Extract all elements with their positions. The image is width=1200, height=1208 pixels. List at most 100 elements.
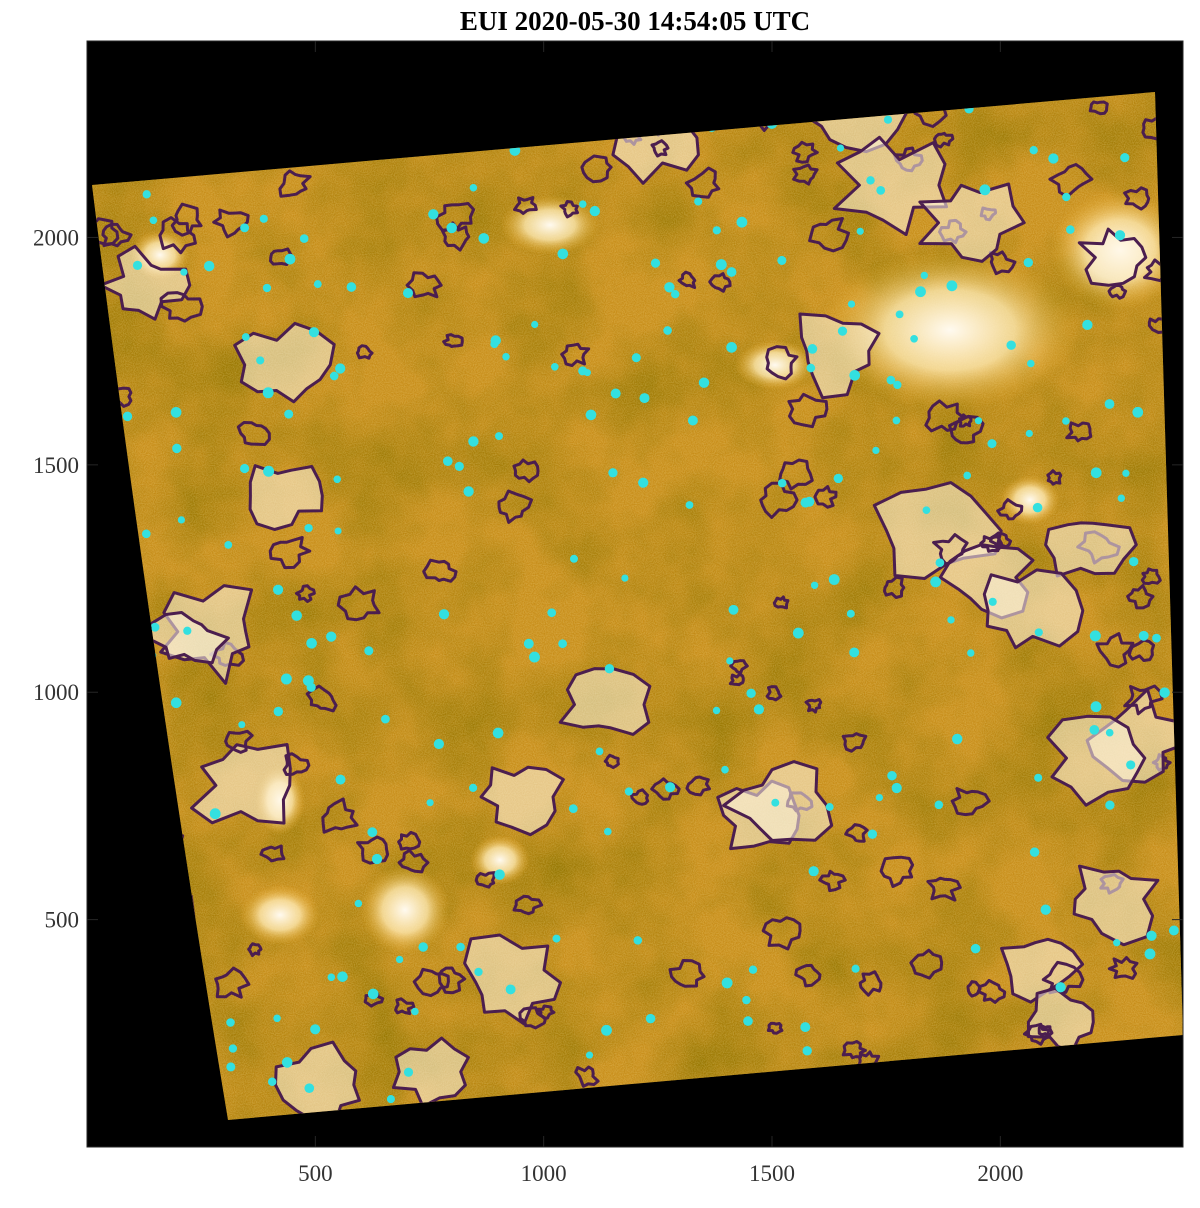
dot [256, 356, 265, 365]
dot [1027, 359, 1035, 368]
dot [887, 770, 897, 781]
dot [177, 516, 186, 524]
contour [787, 392, 829, 429]
dot [579, 200, 587, 208]
dot [698, 377, 710, 388]
dot [583, 369, 591, 377]
dot [426, 799, 434, 807]
dot [1152, 633, 1161, 643]
solar-image [92, 92, 1183, 1120]
dot [1138, 630, 1149, 641]
dot [334, 527, 342, 535]
contour [765, 685, 783, 702]
contour [759, 481, 799, 519]
contour [791, 140, 819, 164]
dot [728, 604, 739, 615]
contour [668, 959, 706, 988]
contour [397, 830, 422, 851]
dot [495, 432, 503, 441]
dot [807, 344, 818, 354]
contour [391, 1036, 470, 1108]
dot [631, 353, 641, 363]
dot [726, 657, 734, 665]
dot [313, 280, 322, 289]
contour [236, 421, 271, 446]
dot [633, 936, 643, 945]
contour [794, 963, 822, 988]
dot [792, 627, 804, 639]
contour [1123, 186, 1151, 211]
dot [946, 280, 958, 292]
contour [844, 823, 869, 843]
contour [92, 217, 120, 246]
y-tick-label: 1500 [33, 453, 79, 478]
dot [892, 416, 901, 425]
contour [772, 595, 790, 610]
contour [1048, 163, 1094, 199]
dot [987, 439, 997, 449]
y-tick-label: 1000 [33, 680, 79, 705]
dot [371, 853, 383, 865]
dot [326, 631, 337, 642]
contour [1044, 521, 1138, 578]
dot [974, 417, 983, 425]
dot [1159, 687, 1170, 698]
dot [1006, 340, 1016, 350]
dot [132, 260, 143, 270]
contour [1046, 469, 1063, 486]
dot [550, 362, 559, 371]
dot [395, 955, 404, 964]
dot [1066, 225, 1075, 234]
dot [367, 827, 378, 838]
dot [568, 804, 578, 813]
dot [1025, 429, 1033, 438]
bright-region [240, 885, 320, 945]
dot [241, 333, 250, 341]
dot [810, 581, 819, 590]
dot [712, 706, 721, 715]
contour [832, 135, 948, 237]
contour [269, 247, 294, 266]
contour [437, 966, 467, 995]
dot [454, 461, 464, 472]
dot [603, 827, 612, 836]
dot [777, 478, 787, 488]
contour [982, 568, 1085, 650]
contour [1041, 960, 1085, 995]
contour [355, 344, 374, 360]
dot [847, 300, 856, 308]
dot [856, 227, 864, 235]
contour [212, 208, 250, 239]
contour [778, 458, 814, 491]
dot [1082, 319, 1093, 331]
contour [356, 835, 390, 865]
contour [1046, 714, 1147, 807]
contour [463, 933, 562, 1026]
features [92, 92, 1183, 1120]
dot [589, 205, 600, 217]
dot [610, 388, 621, 399]
dot [748, 965, 758, 974]
dot [1062, 417, 1070, 425]
dot [836, 144, 845, 152]
contour [233, 321, 336, 404]
x-tick-label: 1500 [749, 1161, 795, 1186]
dot [557, 248, 569, 260]
dot [226, 1018, 235, 1027]
contour [321, 797, 359, 834]
dot [142, 190, 151, 199]
dot [665, 782, 676, 793]
dot [141, 529, 151, 539]
dot [951, 733, 963, 745]
contour [441, 221, 471, 252]
dot [979, 184, 991, 196]
dot [645, 1013, 656, 1024]
dot [895, 310, 904, 319]
dot [1062, 192, 1071, 202]
dot [802, 1046, 812, 1056]
contour [512, 894, 544, 916]
contour [729, 659, 749, 675]
contour [159, 291, 204, 323]
contour [101, 222, 133, 248]
dot [1034, 628, 1043, 637]
